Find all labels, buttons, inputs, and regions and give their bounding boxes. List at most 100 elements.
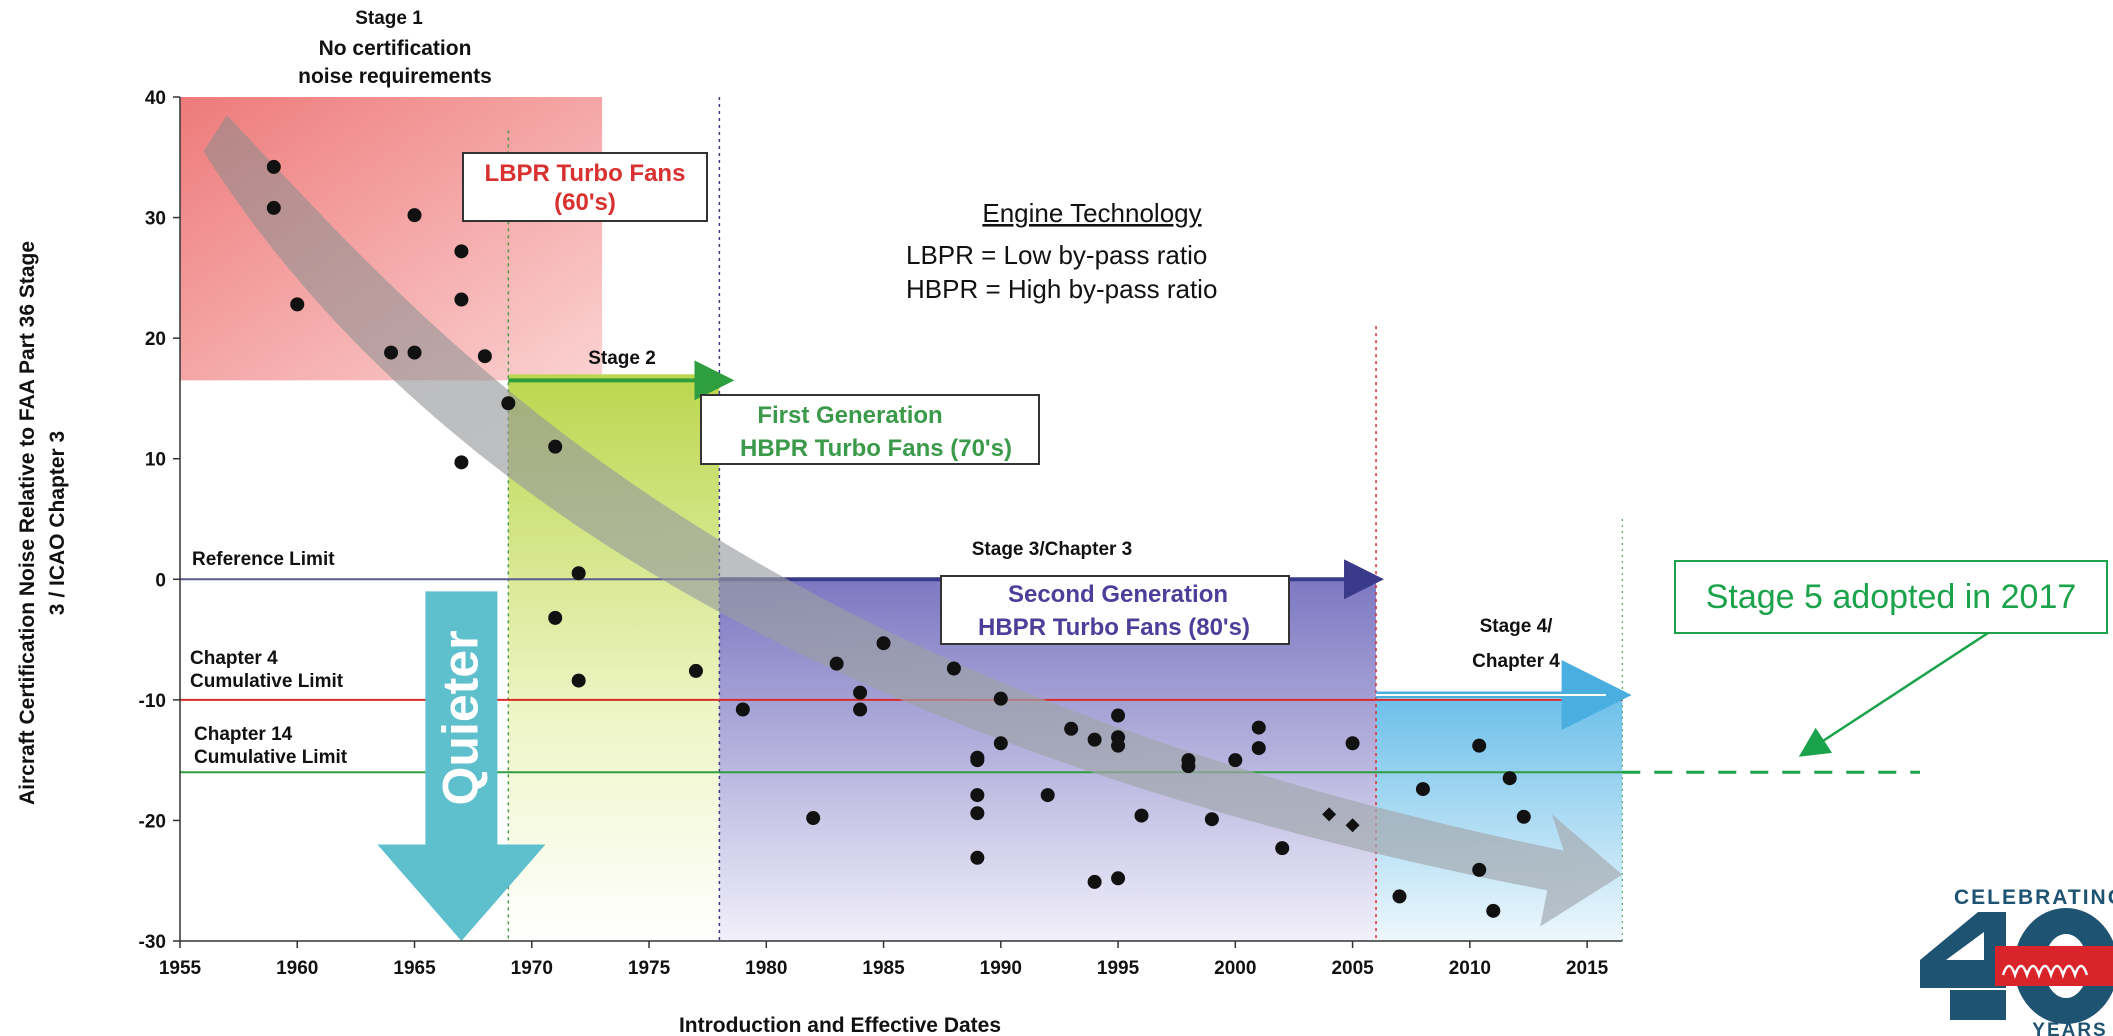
data-point	[970, 788, 985, 803]
data-point	[1181, 759, 1196, 774]
data-point	[548, 610, 563, 625]
data-point	[1087, 874, 1102, 889]
data-point	[1516, 809, 1531, 824]
stage5-annotation-pointer	[1798, 631, 1989, 757]
y-tick-label: 30	[145, 209, 166, 230]
data-point	[290, 297, 305, 312]
stage2-label: Stage 2	[588, 348, 656, 369]
data-point	[454, 244, 469, 259]
data-point	[970, 850, 985, 865]
logo-signature	[2001, 964, 2089, 979]
data-point	[454, 292, 469, 307]
x-tick-label: 2005	[1331, 958, 1374, 979]
x-tick-label: 1965	[393, 958, 436, 979]
stage3-label: Stage 3/Chapter 3	[972, 539, 1133, 560]
data-point	[571, 566, 586, 581]
stage1-subtitle-line2: noise requirements	[298, 65, 492, 88]
data-point	[1111, 708, 1126, 723]
data-point	[1472, 862, 1487, 877]
chapter4-label-line2: Cumulative Limit	[190, 671, 344, 692]
data-point-diamond	[1322, 807, 1337, 822]
stage4-label-line2: Chapter 4	[1472, 651, 1560, 672]
data-points	[266, 159, 1531, 918]
data-point	[1415, 782, 1430, 797]
reference-limit-label: Reference Limit	[192, 549, 335, 570]
x-tick-label: 1970	[511, 958, 553, 979]
data-point	[853, 685, 868, 700]
logo-red-banner	[1995, 946, 2113, 986]
y-tick-label: 10	[145, 450, 166, 471]
data-point	[1502, 771, 1517, 786]
quieter-arrow: Quieter	[377, 591, 546, 941]
data-point	[1275, 841, 1290, 856]
x-tick-label: 1995	[1097, 958, 1140, 979]
stage5-annotation: Stage 5 adopted in 2017	[1674, 560, 2108, 757]
celebrating-40-years-logo: CELEBRATING YEARS	[1920, 886, 2113, 1036]
data-point	[501, 396, 516, 411]
logo-top-text: CELEBRATING	[1954, 886, 2113, 909]
x-tick-label: 2000	[1214, 958, 1256, 979]
data-point	[1134, 808, 1149, 823]
y-axis-title: Aircraft Certification Noise Relative to…	[16, 241, 69, 805]
data-point	[1064, 721, 1079, 736]
data-point	[993, 736, 1008, 751]
y-axis-title-line2: 3 / ICAO Chapter 3	[46, 431, 69, 615]
first-generation-box: First Generation HBPR Turbo Fans (70's)	[700, 394, 1040, 465]
stage5-annotation-text: Stage 5 adopted in 2017	[1706, 578, 2077, 616]
data-point	[1111, 738, 1126, 753]
logo-four-stem	[1950, 990, 2006, 1020]
y-tick-label: -30	[139, 932, 166, 953]
data-point	[407, 345, 422, 360]
data-point	[1204, 812, 1219, 827]
data-point	[970, 753, 985, 768]
x-tick-label: 1980	[745, 958, 787, 979]
stage1-subtitle-line1: No certification	[319, 37, 472, 60]
y-tick-label: 20	[145, 329, 166, 350]
x-axis-title: Introduction and Effective Dates	[679, 1014, 1001, 1036]
engine-technology-lbpr: LBPR = Low by-pass ratio	[906, 240, 1207, 270]
trend-arrow	[203, 115, 1623, 927]
data-point	[688, 663, 703, 678]
data-point	[266, 200, 281, 215]
chapter14-label-line2: Cumulative Limit	[194, 747, 348, 768]
x-tick-label: 1985	[862, 958, 905, 979]
chapter4-label-line1: Chapter 4	[190, 648, 278, 669]
y-axis-ticks: 40 30 20 10 0 -10 -20 -30	[139, 88, 180, 953]
data-point	[1111, 871, 1126, 886]
data-point	[477, 349, 492, 364]
second-generation-line1: Second Generation	[1008, 581, 1228, 608]
data-point	[993, 691, 1008, 706]
y-tick-label: 0	[155, 570, 166, 591]
x-tick-label: 1975	[628, 958, 671, 979]
lbpr-box-line2: (60's)	[554, 189, 616, 216]
data-point	[1251, 741, 1266, 756]
data-point	[454, 455, 469, 470]
data-point	[1040, 788, 1055, 803]
data-point	[407, 208, 422, 223]
data-point	[1486, 903, 1501, 918]
x-tick-label: 2015	[1566, 958, 1609, 979]
data-point	[1472, 738, 1487, 753]
first-generation-line2: HBPR Turbo Fans (70's)	[740, 435, 1012, 462]
data-point	[806, 811, 821, 826]
data-point	[1251, 720, 1266, 735]
data-point	[1392, 889, 1407, 904]
data-point	[548, 439, 563, 454]
lbpr-box-line1: LBPR Turbo Fans	[485, 160, 686, 187]
x-tick-label: 1960	[276, 958, 318, 979]
x-tick-label: 1955	[159, 958, 202, 979]
x-tick-label: 2010	[1449, 958, 1491, 979]
second-generation-line2: HBPR Turbo Fans (80's)	[978, 614, 1250, 641]
data-point	[946, 661, 961, 676]
data-point	[1345, 736, 1360, 751]
engine-technology-title: Engine Technology	[982, 198, 1201, 228]
data-point	[1228, 753, 1243, 768]
lbpr-box: LBPR Turbo Fans (60's)	[462, 152, 708, 222]
data-point	[735, 702, 750, 717]
data-point	[571, 673, 586, 688]
y-tick-label: -20	[139, 811, 166, 832]
engine-technology-hbpr: HBPR = High by-pass ratio	[906, 274, 1217, 304]
logo-numeral-four	[1920, 912, 2006, 988]
x-tick-label: 1990	[980, 958, 1022, 979]
